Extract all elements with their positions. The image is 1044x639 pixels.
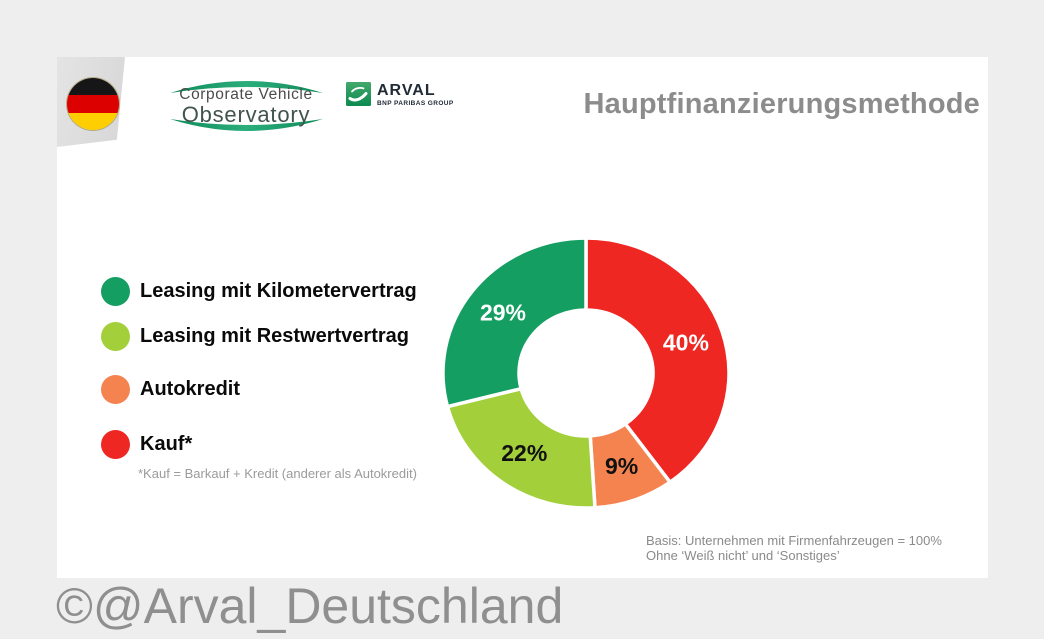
flag-band-red bbox=[67, 95, 119, 113]
watermark: ©@Arval_Deutschland bbox=[56, 578, 564, 634]
donut-chart: 40% 9% 22% 29% bbox=[441, 236, 731, 510]
arval-logo-name: ARVAL bbox=[377, 82, 436, 99]
cvo-logo-line1: Corporate Vehicle bbox=[179, 86, 313, 103]
slide: Corporate Vehicle Observatory ARVAL BNP … bbox=[57, 57, 988, 578]
legend-label: Leasing mit Restwertvertrag bbox=[140, 325, 409, 347]
basis-line2: Ohne ‘Weiß nicht’ und ‘Sonstiges’ bbox=[646, 548, 840, 563]
pie-slice bbox=[441, 236, 588, 409]
page-title: Hauptfinanzierungsmethode bbox=[583, 88, 980, 120]
flag-band-gold bbox=[67, 112, 119, 130]
legend-item-restwertvertrag: Leasing mit Restwertvertrag bbox=[101, 322, 409, 351]
pie-slice bbox=[584, 236, 731, 484]
basis-line1: Basis: Unternehmen mit Firmenfahrzeugen … bbox=[646, 533, 942, 548]
legend-label: Leasing mit Kilometervertrag bbox=[140, 280, 417, 302]
arval-logo: ARVAL BNP PARIBAS GROUP bbox=[346, 82, 454, 107]
legend-item-kilometervertrag: Leasing mit Kilometervertrag bbox=[101, 277, 417, 306]
legend-swatch-red bbox=[101, 430, 130, 459]
pie-slice-label: 9% bbox=[605, 453, 638, 479]
cvo-logo: Corporate Vehicle Observatory bbox=[165, 70, 327, 142]
pie-slice-label: 40% bbox=[663, 329, 709, 355]
flag-band-black bbox=[67, 78, 119, 96]
arval-logo-group: BNP PARIBAS GROUP bbox=[377, 100, 454, 107]
cvo-logo-arcs-icon bbox=[170, 81, 323, 131]
legend-label: Autokredit bbox=[140, 378, 240, 400]
cvo-logo-line2: Observatory bbox=[181, 102, 311, 127]
legend-swatch-dark-green bbox=[101, 277, 130, 306]
legend-item-kauf: Kauf* bbox=[101, 430, 192, 459]
basis-note: Basis: Unternehmen mit Firmenfahrzeugen … bbox=[646, 533, 942, 563]
germany-flag-icon bbox=[67, 78, 119, 130]
legend-footnote: *Kauf = Barkauf + Kredit (anderer als Au… bbox=[138, 466, 417, 481]
legend-item-autokredit: Autokredit bbox=[101, 375, 240, 404]
pie-slice bbox=[445, 386, 597, 510]
legend-label: Kauf* bbox=[140, 433, 193, 455]
bnp-paribas-icon bbox=[346, 82, 371, 106]
pie-slice-label: 29% bbox=[480, 299, 526, 325]
legend-swatch-orange bbox=[101, 375, 130, 404]
pie-slice-label: 22% bbox=[501, 440, 547, 466]
legend-swatch-light-green bbox=[101, 322, 130, 351]
